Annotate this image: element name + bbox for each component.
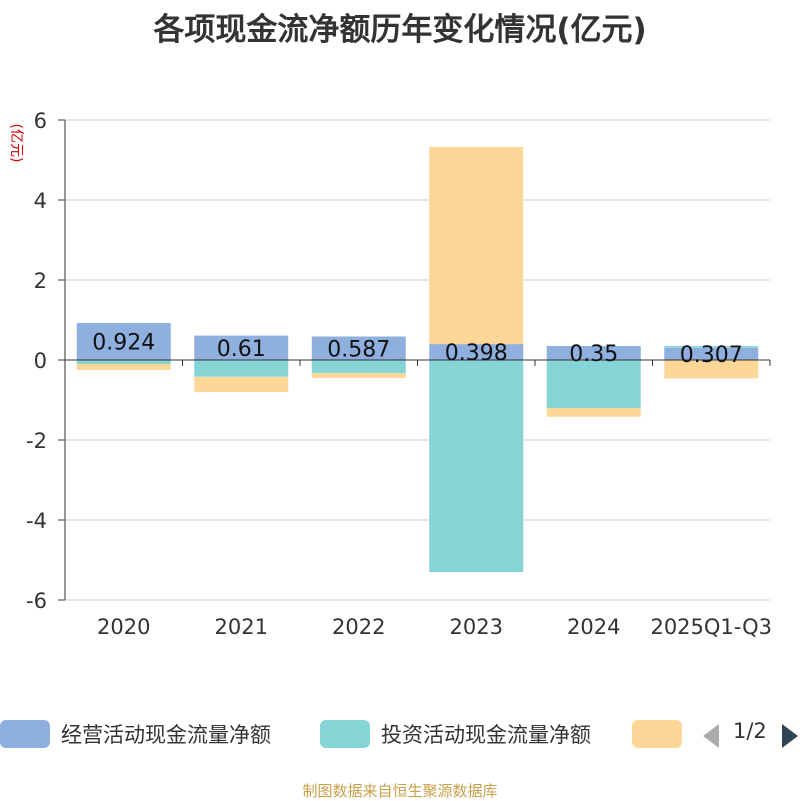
bar-s2-3 (429, 146, 524, 345)
y-tick-label-1: 4 (34, 189, 47, 213)
bar-s0-4 (546, 346, 641, 360)
legend-label-investing: 投资活动现金流量净额 (381, 723, 591, 747)
bar-s1-1 (194, 360, 289, 377)
x-tick-label-2: 2022 (332, 615, 385, 639)
bar-s1-0 (76, 360, 171, 364)
y-tick-label-6: -6 (26, 589, 47, 613)
legend-item-operating[interactable]: 经营活动现金流量净额 (0, 716, 271, 752)
chart-plot: 6 4 2 0 -2 -4 -6 (亿元) 2020 2021 2022 2023 2024 2025Q1… (8, 109, 772, 639)
bar-s0-0 (76, 323, 171, 360)
data-label-5: 0.307 (680, 343, 743, 368)
bar-s2-1 (194, 376, 289, 392)
bar-s2-4 (546, 408, 641, 417)
x-tick-label-1: 2021 (215, 615, 268, 639)
bar-s0-1 (194, 335, 289, 360)
data-label-0: 0.924 (92, 331, 155, 356)
legend-item-financing[interactable] (632, 716, 682, 752)
chart-title: 各项现金流净额历年变化情况(亿元) (153, 12, 647, 48)
bar-s0-3 (429, 344, 524, 360)
data-label-4: 0.35 (569, 342, 618, 367)
y-tick-label-5: -4 (26, 509, 47, 533)
bar-s1-5 (664, 346, 759, 348)
legend-swatch-operating (0, 720, 50, 748)
legend-label-operating: 经营活动现金流量净额 (61, 723, 271, 747)
data-label-1: 0.61 (217, 337, 266, 362)
bar-s2-5 (664, 360, 759, 379)
legend-next-icon[interactable] (780, 723, 800, 749)
bar-s2-0 (76, 364, 171, 370)
data-label-3: 0.398 (445, 341, 508, 366)
x-tick-label-3: 2023 (450, 615, 503, 639)
x-tick-label-0: 2020 (97, 615, 150, 639)
bar-s1-3 (429, 360, 524, 572)
source-note: 制图数据来自恒生聚源数据库 (302, 782, 498, 800)
legend-swatch-financing (632, 720, 682, 748)
x-tick-label-5: 2025Q1-Q3 (650, 615, 772, 639)
legend: 经营活动现金流量净额 投资活动现金流量净额 1/2 (0, 716, 800, 752)
data-label-2: 0.587 (327, 337, 390, 362)
bar-s0-5 (664, 347, 759, 360)
legend-item-investing[interactable]: 投资活动现金流量净额 (320, 716, 591, 752)
y-axis-title: (亿元) (8, 124, 24, 163)
x-tick-label-4: 2024 (567, 615, 620, 639)
legend-page-indicator: 1/2 (733, 719, 767, 743)
bar-s1-4 (546, 360, 641, 408)
bar-s0-2 (311, 336, 406, 360)
bar-s1-2 (311, 360, 406, 374)
y-tick-label-4: -2 (26, 429, 47, 453)
y-tick-label-3: 0 (34, 349, 47, 373)
legend-prev-icon[interactable] (701, 723, 721, 749)
bar-s2-2 (311, 373, 406, 378)
y-tick-label-2: 2 (34, 269, 47, 293)
y-tick-label-0: 6 (34, 109, 47, 133)
legend-swatch-investing (320, 720, 370, 748)
